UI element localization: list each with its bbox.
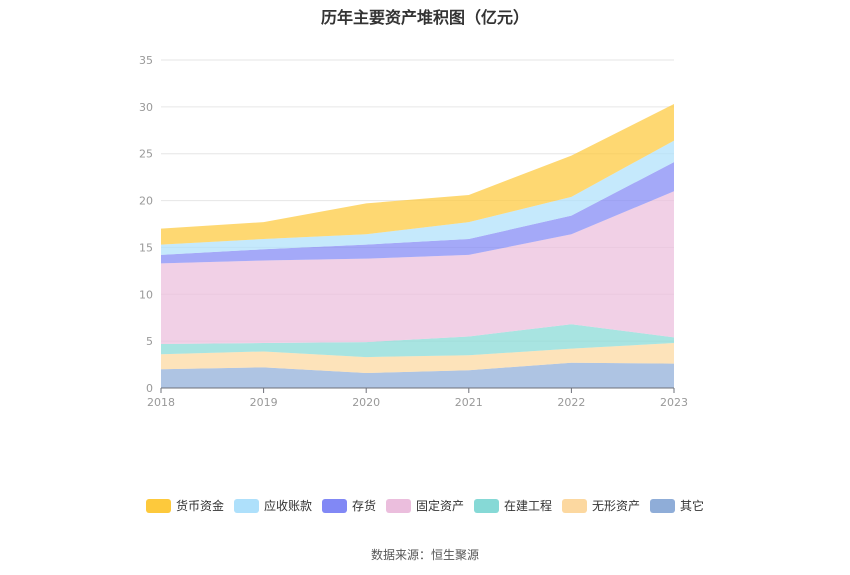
area-固定资产 — [161, 191, 674, 344]
stacked-area-chart: 0 5 10 15 20 25 30 35 2018 2019 2020 2021 2022 2023 货… — [139, 54, 704, 513]
x-tick-label: 2019 — [250, 396, 278, 409]
legend-swatch — [234, 499, 259, 513]
area-无形资产 — [161, 343, 674, 374]
legend-label: 存货 — [352, 498, 376, 513]
legend-item-在建工程: 在建工程 — [474, 498, 552, 513]
y-tick-label: 10 — [139, 288, 153, 301]
legend-label: 应收账款 — [264, 498, 312, 513]
y-tick-label: 0 — [146, 382, 153, 395]
x-tick-label: 2020 — [352, 396, 380, 409]
legend-item-其它: 其它 — [650, 498, 704, 513]
y-tick-label: 20 — [139, 195, 153, 208]
area-存货 — [161, 162, 674, 264]
legend-item-应收账款: 应收账款 — [234, 498, 312, 513]
x-tick-label: 2018 — [147, 396, 175, 409]
legend-swatch — [146, 499, 171, 513]
legend-label: 固定资产 — [416, 498, 464, 513]
area-series — [161, 104, 674, 388]
area-其它 — [161, 362, 674, 388]
legend-item-存货: 存货 — [322, 498, 376, 513]
legend-label: 其它 — [680, 498, 704, 513]
y-tick-label: 30 — [139, 101, 153, 114]
legend: 货币资金 应收账款 存货 固定资产 在建工程 无形资产 其它 — [146, 498, 704, 513]
legend-label: 货币资金 — [176, 498, 224, 513]
legend-item-无形资产: 无形资产 — [562, 499, 640, 513]
legend-swatch — [650, 499, 675, 513]
x-tick-label: 2023 — [660, 396, 688, 409]
y-tick-label: 5 — [146, 335, 153, 348]
area-货币资金 — [161, 104, 674, 245]
y-tick-label: 25 — [139, 148, 153, 161]
chart-title: 历年主要资产堆积图（亿元） — [320, 8, 529, 27]
legend-swatch — [386, 499, 411, 513]
area-在建工程 — [161, 324, 674, 358]
legend-item-固定资产: 固定资产 — [386, 498, 464, 513]
legend-item-货币资金: 货币资金 — [146, 498, 224, 513]
legend-label: 无形资产 — [592, 499, 640, 513]
legend-label: 在建工程 — [504, 498, 552, 513]
area-应收账款 — [161, 140, 674, 255]
data-source-note: 数据来源：恒生聚源 — [370, 548, 479, 562]
x-tick-label: 2021 — [455, 396, 483, 409]
y-tick-label: 35 — [139, 54, 153, 67]
legend-swatch — [562, 499, 587, 513]
legend-swatch — [322, 499, 347, 513]
x-tick-label: 2022 — [557, 396, 585, 409]
y-tick-label: 15 — [139, 241, 153, 254]
axes: 0 5 10 15 20 25 30 35 2018 2019 2020 2021 2022 2023 — [139, 54, 688, 409]
legend-swatch — [474, 499, 499, 513]
